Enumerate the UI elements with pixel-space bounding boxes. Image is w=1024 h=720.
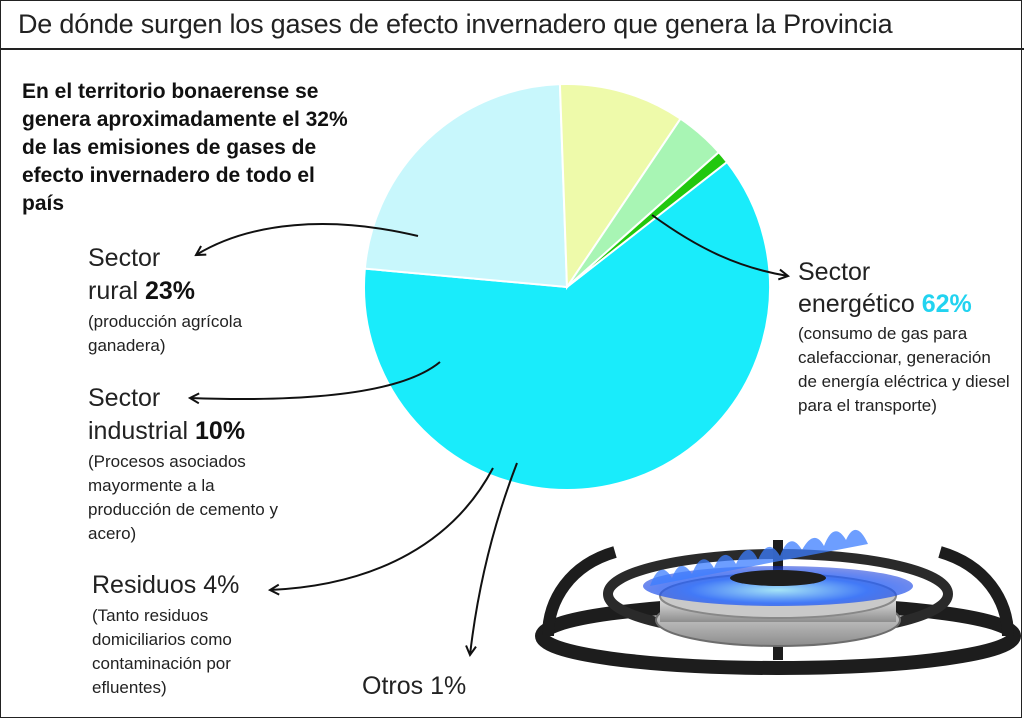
label-energetico: energético 62% (798, 288, 972, 320)
label-industrial-line1: Sector (88, 384, 161, 412)
label-rural-pct: 23% (144, 277, 196, 305)
intro-text: En el territorio bonaerense se genera ap… (22, 80, 348, 215)
label-otros-pct: 1% (430, 672, 467, 700)
label-otros: Otros 1% (362, 670, 466, 702)
arrow-energetico (651, 214, 788, 276)
pie-slice-energetico (363, 160, 771, 491)
gas-burner-icon (535, 529, 1021, 675)
label-residuos: Residuos 4% (92, 569, 239, 601)
desc-rural: (producción agrícola ganadera) (88, 312, 243, 355)
arrow-rural (196, 223, 419, 255)
desc-industrial: (Procesos asociados mayormente a la prod… (88, 452, 278, 543)
arrow-otros (470, 462, 518, 655)
label-rural-line1: Sector (88, 244, 161, 272)
desc-energetico: (consumo de gas para calefaccionar, gene… (798, 324, 1010, 415)
page-title: De dónde surgen los gases de efecto inve… (18, 9, 893, 39)
arrow-residuos (270, 467, 494, 590)
desc-residuos: (Tanto residuos domiciliarios como conta… (92, 606, 232, 697)
arrow-industrial (190, 361, 441, 399)
label-rural-name: rural (88, 277, 139, 305)
label-industrial: industrial 10% (88, 415, 245, 447)
title-bar: De dónde surgen los gases de efecto inve… (0, 0, 1024, 50)
label-rural: rural 23% (88, 275, 195, 307)
label-industrial-name: industrial (88, 417, 189, 445)
label-energetico-line1: Sector (798, 258, 871, 286)
label-residuos-name: Residuos (92, 571, 197, 599)
pie-slice-industrial (558, 83, 682, 291)
label-energetico-pct: 62% (921, 290, 972, 318)
label-industrial-pct: 10% (195, 417, 246, 445)
pie-slice-otros (566, 150, 729, 288)
label-residuos-pct: 4% (203, 571, 240, 599)
label-energetico-name: energético (798, 290, 915, 318)
label-otros-name: Otros (362, 672, 424, 700)
